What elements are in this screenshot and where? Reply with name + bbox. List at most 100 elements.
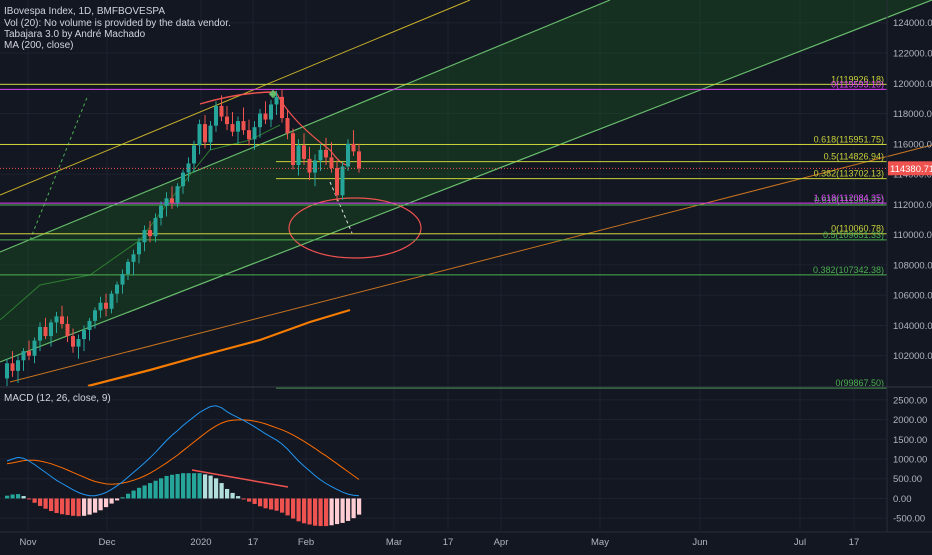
time-tick-label: Jun bbox=[692, 537, 707, 548]
macd-histogram-bar bbox=[208, 475, 213, 499]
macd-line bbox=[6, 405, 360, 497]
macd-histogram-bar bbox=[236, 496, 241, 499]
macd-histogram-bar bbox=[153, 480, 158, 499]
candle-body bbox=[148, 230, 152, 237]
macd-histogram-bar bbox=[148, 483, 153, 499]
script-legend[interactable]: Tabajara 3.0 by André Machado bbox=[4, 29, 146, 40]
time-tick-label: 17 bbox=[849, 537, 860, 548]
candle-body bbox=[131, 254, 136, 262]
macd-histogram-bar bbox=[5, 495, 10, 499]
candle-body bbox=[49, 322, 53, 337]
candle-body bbox=[159, 205, 163, 218]
macd-histogram-bar bbox=[318, 498, 323, 527]
candle-body bbox=[230, 124, 235, 132]
macd-histogram-bar bbox=[340, 498, 345, 523]
candle-body bbox=[318, 149, 323, 161]
macd-histogram-bar bbox=[263, 498, 268, 509]
fib-label: 1(119926.18) bbox=[831, 74, 884, 84]
macd-histogram-bar bbox=[27, 498, 32, 500]
macd-histogram-bar bbox=[335, 498, 340, 525]
red-annotation-ellipse bbox=[288, 197, 422, 259]
macd-histogram-bar bbox=[302, 498, 307, 524]
macd-histogram-bar bbox=[181, 473, 186, 499]
macd-histogram-bar bbox=[87, 498, 92, 515]
time-tick-label: 17 bbox=[248, 537, 259, 548]
time-tick-label: May bbox=[591, 537, 609, 548]
candle-body bbox=[280, 96, 284, 119]
price-tick-label: 106000.00 bbox=[893, 291, 932, 302]
candle-body bbox=[93, 310, 97, 321]
candle-body bbox=[153, 217, 158, 237]
macd-histogram-bar bbox=[76, 498, 81, 517]
moving-average-200 bbox=[87, 308, 351, 388]
macd-histogram-bar bbox=[357, 498, 362, 515]
macd-histogram-bar bbox=[164, 475, 169, 499]
candle-body bbox=[87, 320, 92, 330]
candle-body bbox=[208, 125, 213, 143]
macd-histogram-bar bbox=[16, 494, 21, 499]
macd-histogram-bar bbox=[203, 474, 208, 499]
trend-drawings bbox=[0, 0, 932, 388]
candle-body bbox=[16, 360, 20, 371]
macd-histogram-bar bbox=[346, 498, 351, 521]
macd-histogram-bar bbox=[230, 492, 235, 499]
candle-body bbox=[214, 105, 218, 126]
macd-panel bbox=[0, 399, 887, 527]
macd-divergence-annotation bbox=[191, 469, 289, 488]
candle-body bbox=[60, 316, 64, 324]
macd-histogram-bar bbox=[109, 498, 114, 504]
macd-histogram-bar bbox=[313, 498, 318, 526]
last-price-tag bbox=[888, 161, 932, 176]
time-tick-label: Mar bbox=[386, 537, 402, 548]
price-tick-label: 116000.00 bbox=[893, 139, 932, 150]
volume-legend[interactable]: Vol (20): No volume is provided by the d… bbox=[4, 18, 231, 29]
macd-histogram-bar bbox=[197, 473, 202, 499]
macd-histogram-bar bbox=[324, 498, 329, 527]
price-tick-label: 110000.00 bbox=[893, 230, 932, 241]
candle-body bbox=[346, 143, 350, 167]
macd-histogram-bar bbox=[32, 498, 37, 503]
channel-lower-line bbox=[0, 0, 932, 363]
candle-body bbox=[291, 133, 295, 165]
macd-legend[interactable]: MACD (12, 26, close, 9) bbox=[4, 393, 111, 404]
time-tick-label: Nov bbox=[20, 537, 37, 548]
macd-histogram-bar bbox=[291, 498, 296, 519]
candle-body bbox=[109, 293, 114, 309]
macd-histogram-bar bbox=[186, 473, 191, 499]
macd-tick-label: 2000.00 bbox=[893, 415, 927, 426]
macd-histogram-bar bbox=[274, 498, 279, 511]
macd-histogram-bar bbox=[10, 494, 15, 499]
macd-histogram-bar bbox=[258, 498, 263, 507]
macd-histogram-bar bbox=[247, 498, 252, 502]
macd-histogram-bar bbox=[225, 488, 230, 499]
red-annotation-curve bbox=[275, 91, 351, 166]
macd-histogram-bar bbox=[307, 498, 312, 525]
candle-body bbox=[307, 158, 312, 173]
macd-tick-label: 500.00 bbox=[893, 474, 922, 485]
macd-histogram-bar bbox=[159, 478, 164, 499]
price-tick-label: 118000.00 bbox=[893, 109, 932, 120]
candle-body bbox=[126, 261, 130, 274]
candle-body bbox=[197, 124, 202, 146]
macd-histogram-bar bbox=[131, 490, 136, 499]
macd-histogram-bar bbox=[93, 498, 98, 513]
macd-histogram-bar bbox=[192, 473, 197, 499]
candle-body bbox=[175, 186, 180, 203]
candle-body bbox=[296, 145, 301, 165]
ma-legend[interactable]: MA (200, close) bbox=[4, 40, 74, 51]
macd-histogram-bar bbox=[269, 498, 274, 510]
candle-body bbox=[181, 172, 185, 187]
macd-histogram-bar bbox=[296, 498, 301, 522]
candle-body bbox=[269, 104, 273, 120]
macd-histogram-bar bbox=[241, 498, 246, 500]
candle-body bbox=[252, 127, 257, 140]
macd-histogram-bar bbox=[214, 478, 219, 499]
macd-histogram-bar bbox=[38, 498, 43, 506]
fib-label: 0(110060.78) bbox=[831, 224, 884, 234]
dashed-projection bbox=[29, 94, 89, 241]
candle-body bbox=[43, 326, 48, 337]
price-tick-label: 112000.00 bbox=[893, 200, 932, 211]
symbol-legend[interactable]: IBovespa Index, 1D, BMFBOVESPA bbox=[4, 6, 165, 17]
